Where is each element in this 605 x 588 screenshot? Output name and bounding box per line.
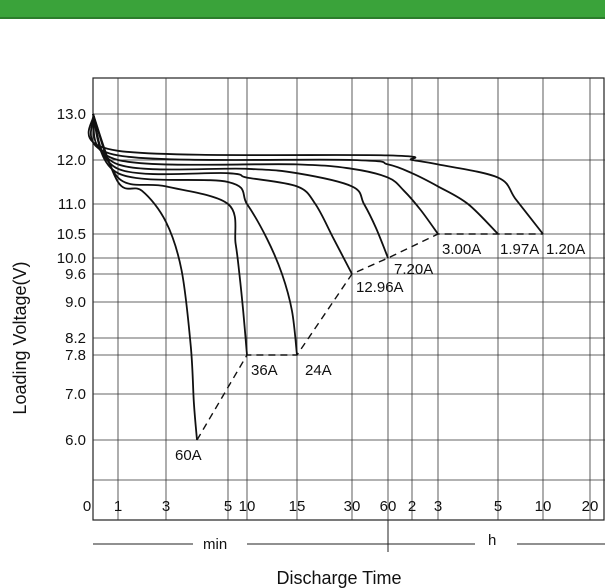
- curve-60A: [92, 113, 198, 441]
- x-tick-label: 0: [83, 498, 91, 515]
- x-tick-label: 30: [344, 498, 361, 515]
- x-axis-title: Discharge Time: [276, 568, 401, 588]
- y-tick-label: 12.0: [57, 152, 86, 169]
- chart-grid: [92, 77, 605, 552]
- x-tick-label: 5: [224, 498, 232, 515]
- x-tick-label: 1: [114, 498, 122, 515]
- current-label: 7.20A: [394, 261, 433, 278]
- x-tick-label: 2: [408, 498, 416, 515]
- y-tick-label: 9.6: [65, 266, 86, 283]
- cutoff-dashed-line: [196, 233, 543, 441]
- current-label: 1.97A: [500, 241, 539, 258]
- curve-3.00A: [92, 113, 439, 235]
- curve-1.97A: [89, 113, 499, 235]
- cutoff-line: [196, 233, 543, 441]
- header-bar: [0, 0, 605, 17]
- curve-36A: [92, 113, 248, 356]
- x-tick-label: 60: [380, 498, 397, 515]
- current-label: 24A: [305, 362, 332, 379]
- header-bar-rule: [0, 17, 605, 19]
- x-tick-label: 3: [162, 498, 170, 515]
- y-tick-label: 11.0: [58, 196, 86, 213]
- y-tick-label: 7.8: [65, 347, 86, 364]
- x-tick-labels: 0 1 3 5 10 15 30 60 2 3 5 10 20: [83, 498, 599, 515]
- curve-7.20A: [92, 113, 389, 259]
- y-axis-title: Loading Voltage(V): [10, 261, 30, 414]
- current-label: 60A: [175, 447, 202, 464]
- y-tick-label: 8.2: [65, 330, 86, 347]
- current-label: 3.00A: [442, 241, 481, 258]
- y-tick-label: 9.0: [65, 294, 86, 311]
- discharge-curves: [87, 113, 544, 441]
- x-tick-label: 15: [289, 498, 306, 515]
- y-tick-labels: 13.0 12.0 11.0 10.5 10.09.6 9.0 8.27.8 7.0 6.0: [57, 106, 86, 449]
- curve-12.96A: [92, 113, 353, 275]
- y-tick-label: 7.0: [65, 386, 86, 403]
- min-unit-label: min: [203, 536, 227, 553]
- x-tick-label: 3: [434, 498, 442, 515]
- curve-1.20A: [87, 113, 544, 235]
- x-tick-label: 10: [239, 498, 256, 515]
- current-label: 12.96A: [356, 279, 404, 296]
- x-tick-label: 20: [582, 498, 599, 515]
- x-tick-label: 10: [535, 498, 552, 515]
- y-tick-label: 10.5: [57, 226, 86, 243]
- y-tick-label: 6.0: [65, 432, 86, 449]
- y-tick-label: 10.0: [57, 250, 86, 267]
- curve-24A: [92, 113, 298, 356]
- current-label: 1.20A: [546, 241, 585, 258]
- h-unit-label: h: [488, 532, 496, 549]
- current-label: 36A: [251, 362, 278, 379]
- plot-frame: [92, 77, 605, 521]
- x-tick-label: 5: [494, 498, 502, 515]
- y-tick-label: 13.0: [57, 106, 86, 123]
